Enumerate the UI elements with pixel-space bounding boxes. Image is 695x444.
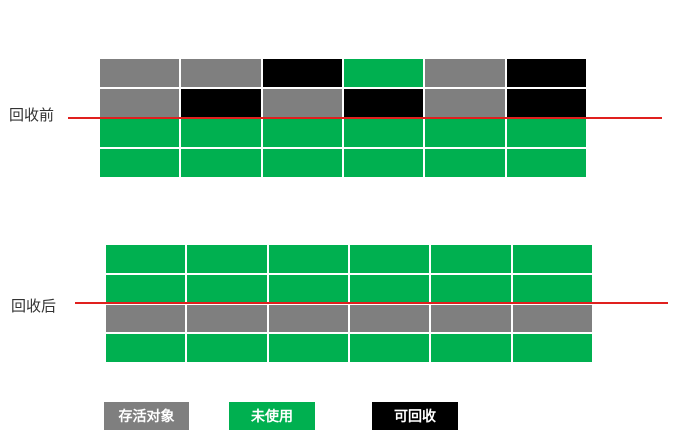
before-cell-unused	[506, 149, 586, 177]
before-cell-reclaimable	[506, 89, 586, 117]
after-cell-unused	[350, 245, 430, 273]
after-cell-unused	[431, 245, 511, 273]
after-cell-unused	[431, 334, 511, 362]
after-cell-unused	[187, 334, 267, 362]
after-cell-unused	[187, 245, 267, 273]
after-cell-unused	[512, 245, 592, 273]
cut-line-before	[68, 117, 662, 119]
after-cell-live	[431, 304, 511, 333]
after-cell-unused	[268, 274, 348, 303]
before-cell-unused	[100, 119, 180, 147]
after-cell-unused	[106, 334, 186, 362]
label-after-gc: 回收后	[11, 297, 57, 315]
before-cell-reclaimable	[344, 89, 424, 117]
before-cell-unused	[506, 119, 586, 147]
after-cell-live	[512, 304, 592, 333]
after-cell-unused	[512, 334, 592, 362]
before-cell-live	[425, 59, 505, 87]
after-cell-unused	[187, 274, 267, 303]
after-cell-live	[350, 304, 430, 333]
after-cell-unused	[268, 245, 348, 273]
after-cell-unused	[431, 274, 511, 303]
before-cell-unused	[262, 149, 342, 177]
after-cell-unused	[350, 274, 430, 303]
after-cell-unused	[512, 274, 592, 303]
before-cell-unused	[425, 119, 505, 147]
after-cell-live	[106, 304, 186, 333]
after-cell-unused	[106, 245, 186, 273]
before-cell-live	[181, 59, 261, 87]
after-cell-unused	[268, 334, 348, 362]
after-cell-unused	[350, 334, 430, 362]
before-cell-unused	[100, 149, 180, 177]
before-cell-unused	[344, 119, 424, 147]
legend-reclaimable: 可回收	[372, 402, 458, 430]
before-cell-live	[425, 89, 505, 117]
memory-grid-before	[100, 59, 586, 177]
before-cell-live	[100, 59, 180, 87]
before-cell-reclaimable	[506, 59, 586, 87]
before-cell-unused	[425, 149, 505, 177]
before-cell-live	[100, 89, 180, 117]
legend-unused: 未使用	[229, 402, 315, 430]
label-before-gc: 回收前	[9, 106, 55, 124]
before-cell-reclaimable	[262, 59, 342, 87]
after-cell-live	[187, 304, 267, 333]
before-cell-unused	[262, 119, 342, 147]
before-cell-reclaimable	[181, 89, 261, 117]
before-cell-unused	[344, 149, 424, 177]
after-cell-unused	[106, 274, 186, 303]
before-cell-live	[262, 89, 342, 117]
before-cell-unused	[181, 149, 261, 177]
before-cell-unused	[344, 59, 424, 87]
legend-live-objects: 存活对象	[104, 402, 189, 430]
cut-line-after	[75, 302, 668, 304]
after-cell-live	[268, 304, 348, 333]
before-cell-unused	[181, 119, 261, 147]
memory-grid-after	[106, 245, 592, 362]
